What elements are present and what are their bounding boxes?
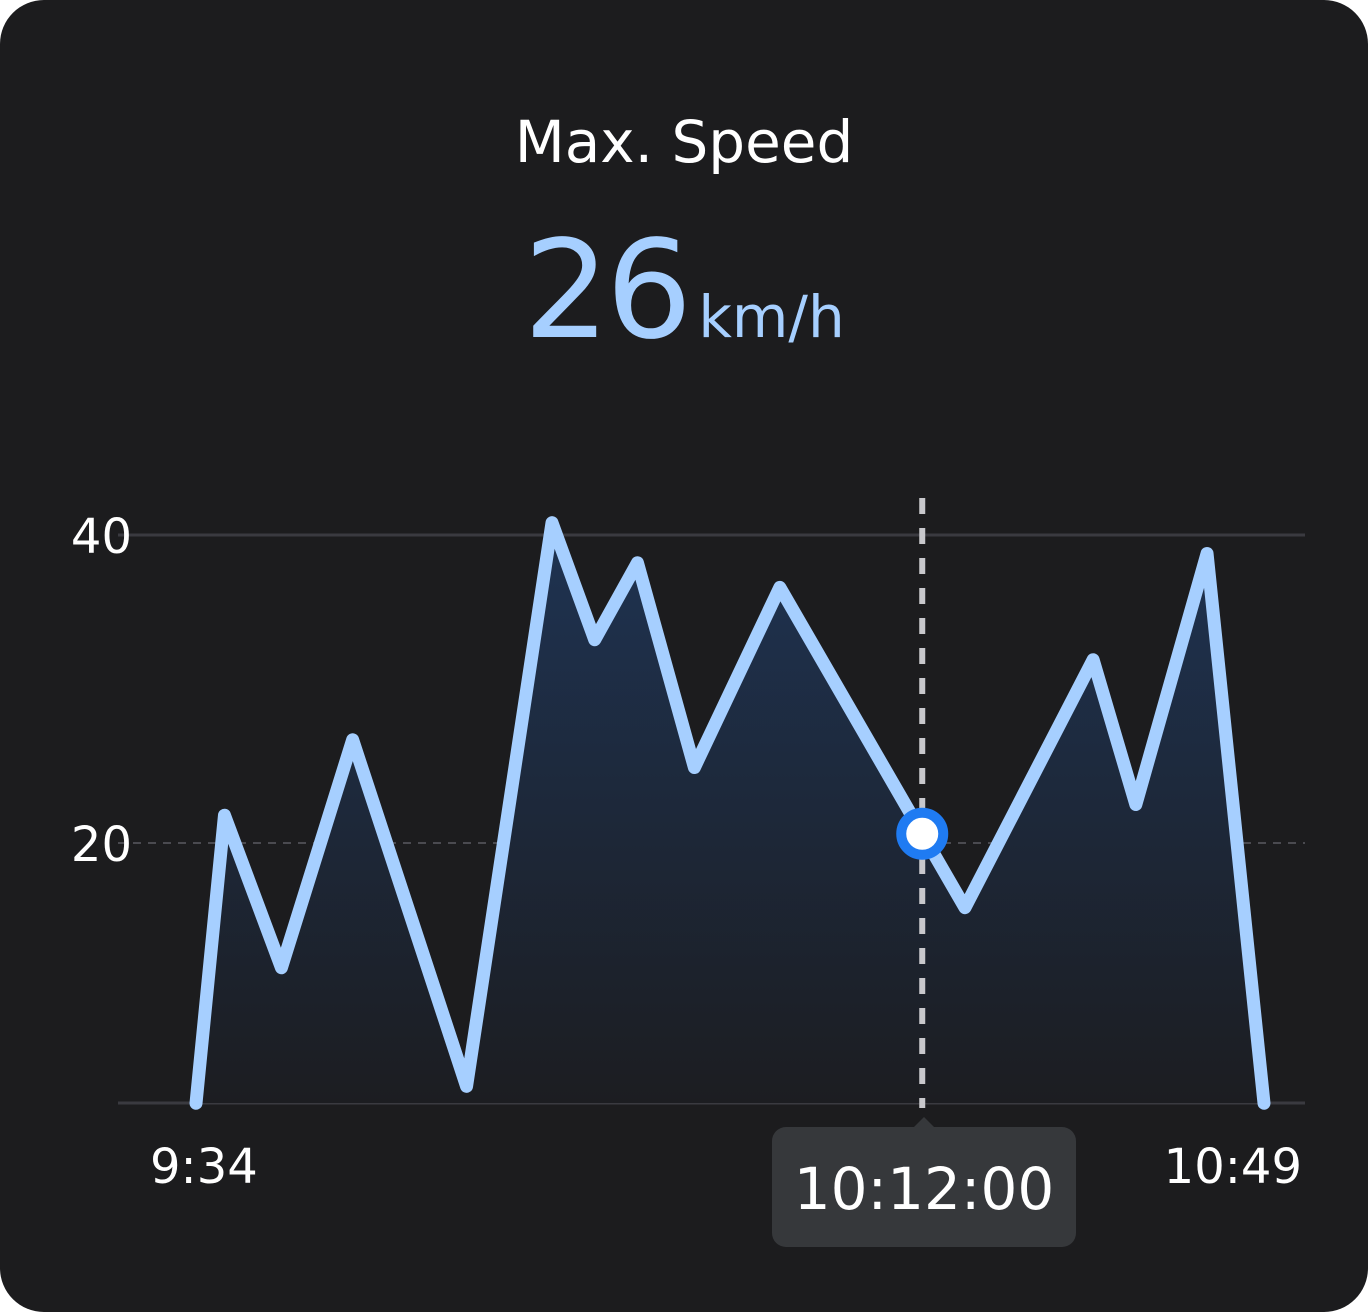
card-title: Max. Speed — [514, 108, 854, 176]
max-speed-value: 26 km/h — [0, 212, 1368, 370]
x-tick-start: 9:34 — [150, 1139, 258, 1195]
speed-area — [196, 522, 1264, 1104]
y-tick-20: 20 — [71, 817, 132, 873]
hover-tooltip: 10:12:00 — [772, 1117, 1076, 1247]
speed-unit: km/h — [698, 283, 845, 351]
y-tick-40: 40 — [71, 509, 132, 565]
x-tick-end: 10:49 — [1164, 1139, 1302, 1195]
speed-number: 26 — [523, 212, 692, 370]
hover-marker[interactable] — [896, 807, 949, 860]
